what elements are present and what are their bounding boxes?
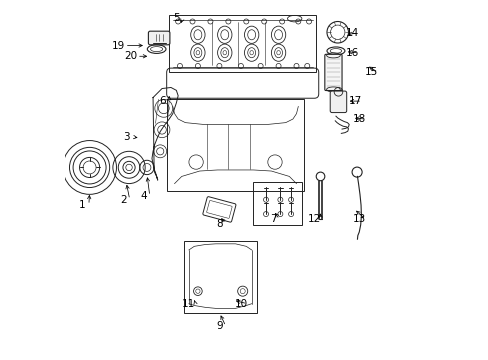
Text: 7: 7 [269,215,276,224]
Text: 20: 20 [123,51,137,61]
Text: 2: 2 [120,195,126,205]
Text: 3: 3 [122,132,129,142]
Text: 1: 1 [79,200,85,210]
Text: 9: 9 [216,321,222,331]
Text: 12: 12 [307,215,321,224]
Text: 17: 17 [348,96,362,106]
Text: 13: 13 [352,215,365,224]
Text: 15: 15 [365,67,378,77]
Text: 10: 10 [234,299,247,309]
FancyBboxPatch shape [329,91,346,113]
Text: 11: 11 [182,299,195,309]
Text: 4: 4 [140,191,146,201]
Text: 8: 8 [216,219,222,229]
Bar [253,182,301,225]
FancyBboxPatch shape [148,31,169,45]
Text: 6: 6 [159,96,166,106]
FancyBboxPatch shape [324,54,341,90]
Text: 18: 18 [352,114,365,124]
Bar [167,99,303,191]
Text: 19: 19 [111,41,124,50]
Text: 16: 16 [345,48,358,58]
Text: 5: 5 [173,13,179,23]
Text: 14: 14 [345,28,358,38]
Bar [169,15,316,72]
Bar [183,241,257,313]
